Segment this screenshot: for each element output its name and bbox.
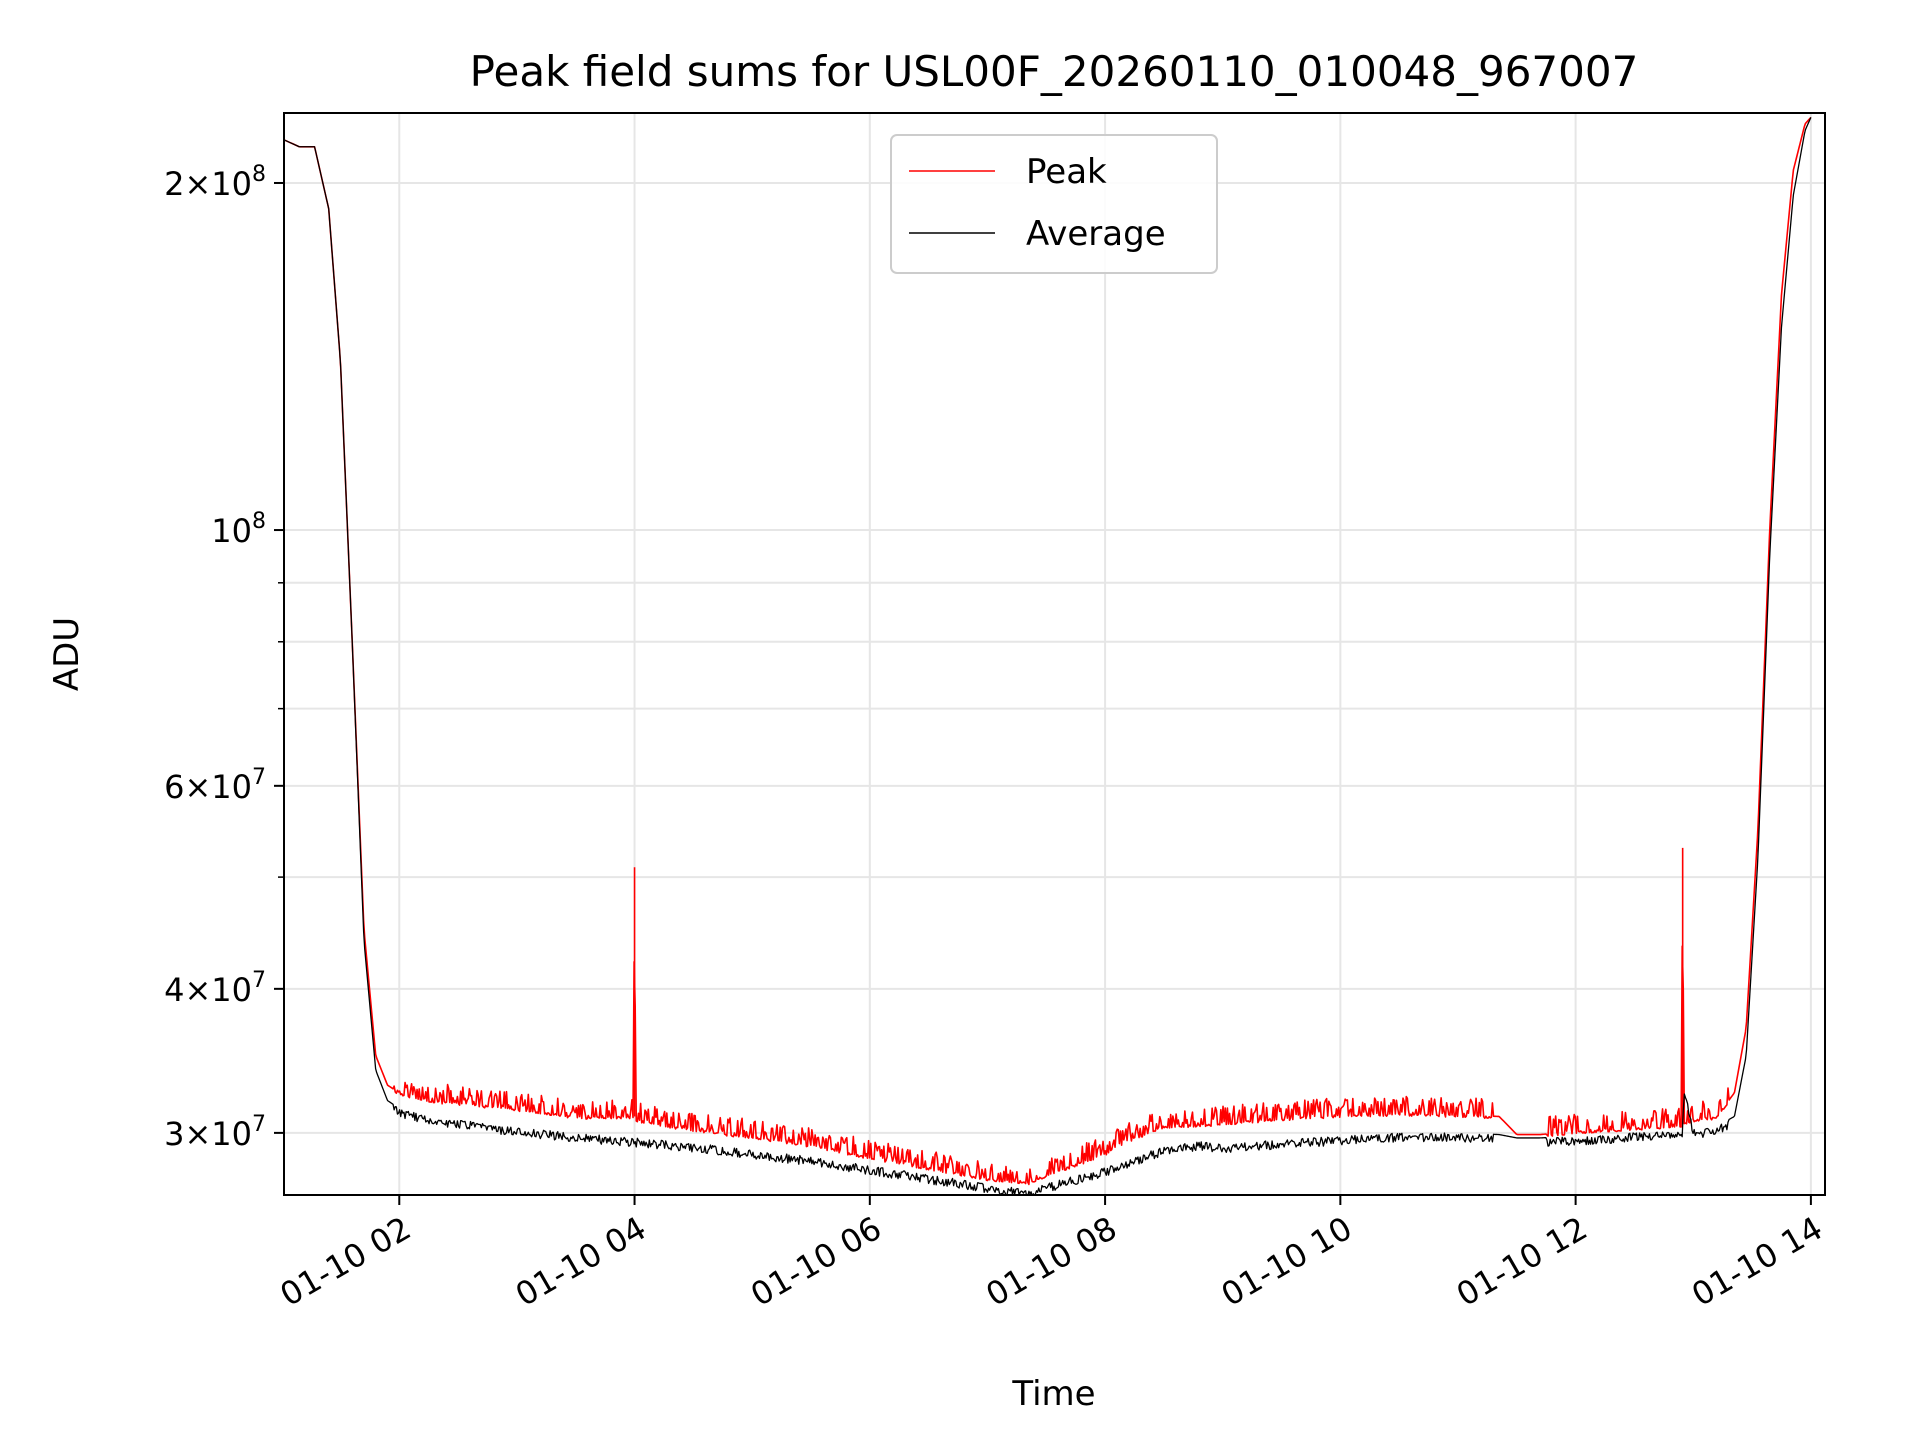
grid-layer bbox=[284, 113, 1825, 1195]
y-tick-label: 4×107 bbox=[164, 968, 266, 1009]
y-axis-label: ADU bbox=[47, 617, 87, 691]
legend: Peak Average bbox=[890, 134, 1218, 274]
y-tick-label: 3×107 bbox=[164, 1112, 266, 1153]
legend-label-peak: Peak bbox=[1026, 152, 1107, 192]
series-layer bbox=[284, 116, 1812, 1195]
y-tick-label: 2×108 bbox=[164, 162, 266, 203]
x-axis-label: Time bbox=[1011, 1374, 1095, 1414]
y-tick-label: 6×107 bbox=[164, 765, 266, 806]
series-line-peak bbox=[284, 116, 1812, 1186]
y-tick-label: 108 bbox=[211, 509, 266, 550]
plot-area-frame bbox=[283, 112, 1826, 1196]
chart-title: Peak field sums for USL00F_20260110_0100… bbox=[470, 47, 1639, 96]
legend-box bbox=[890, 134, 1218, 274]
series-line-average bbox=[284, 117, 1812, 1195]
legend-label-average: Average bbox=[1026, 214, 1166, 254]
